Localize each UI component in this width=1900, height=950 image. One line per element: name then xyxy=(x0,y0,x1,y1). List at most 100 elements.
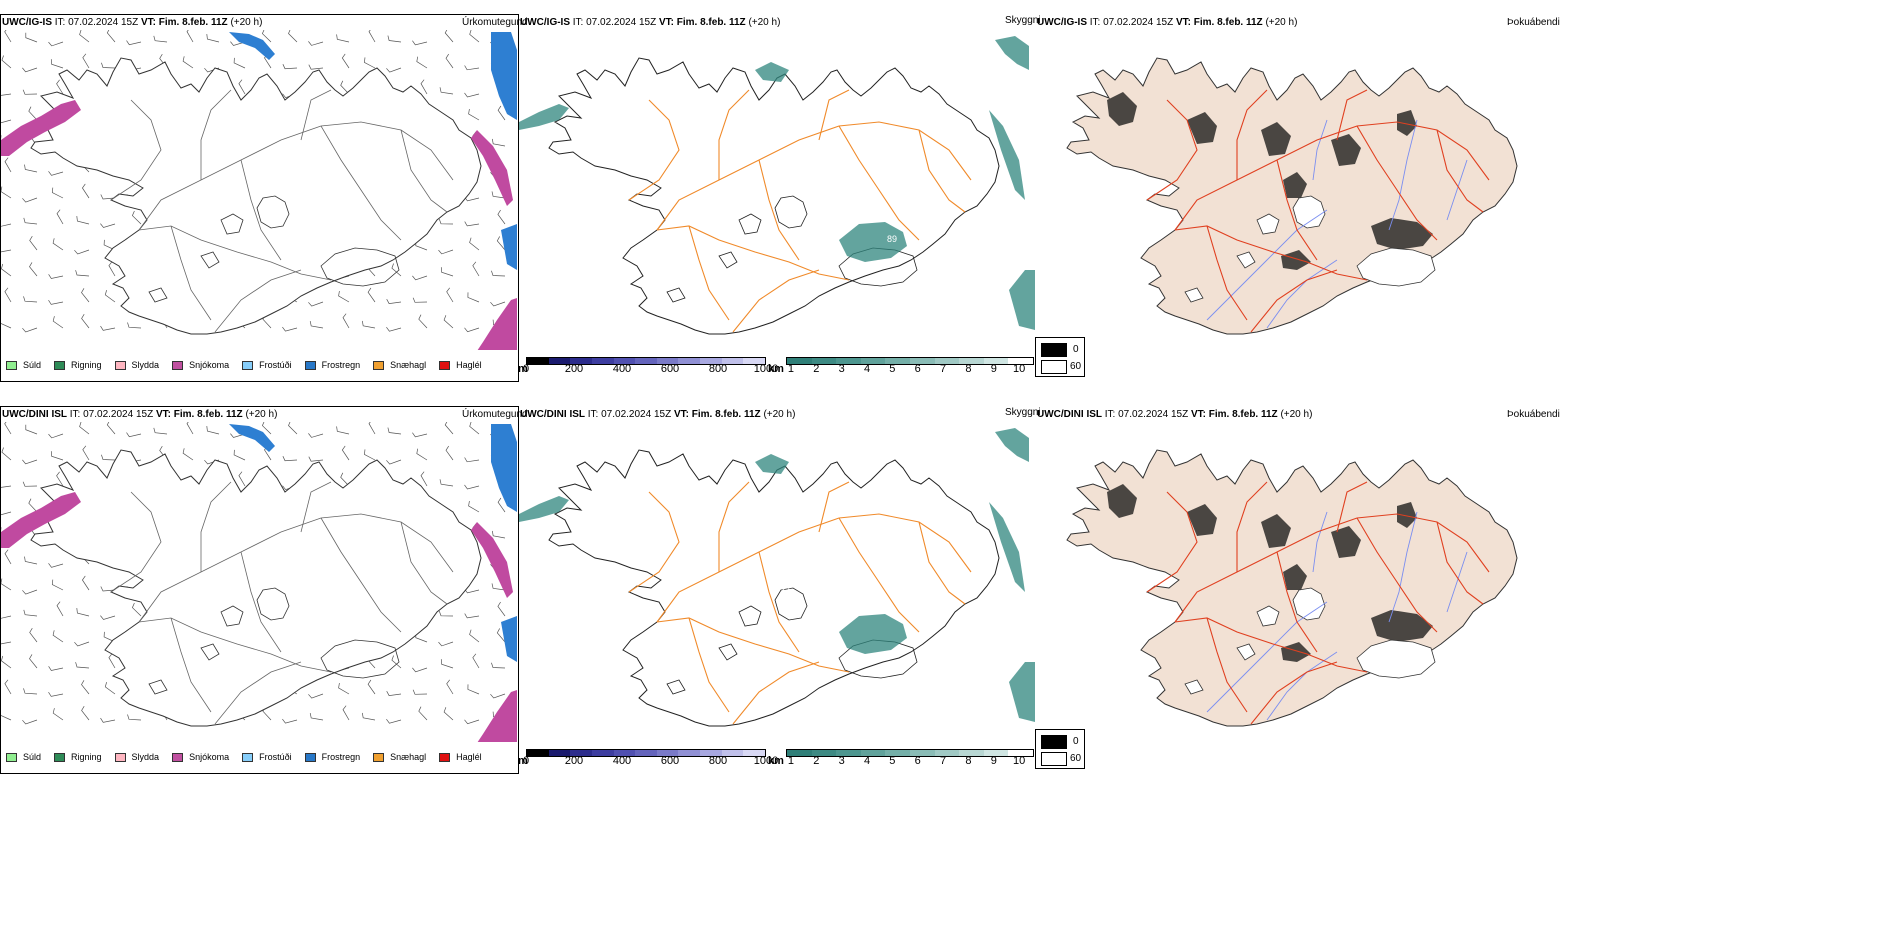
visibility-panel-header: UWC/DINI ISL IT: 07.02.2024 15Z VT: Fim.… xyxy=(520,409,795,421)
visibility-color-step xyxy=(934,358,960,364)
it-label: IT: xyxy=(1089,17,1101,28)
altitude-tick: 400 xyxy=(612,363,632,375)
altitude-color-step xyxy=(721,358,744,364)
fog-key-low-label: 60 xyxy=(1070,361,1082,372)
vt-label: VT: xyxy=(155,409,171,420)
visibility-tick: 9 xyxy=(990,755,997,767)
roads xyxy=(110,89,454,333)
legend-swatch xyxy=(242,752,254,762)
legend-label: Frostregn xyxy=(321,752,361,762)
it-value: 07.02.2024 15Z xyxy=(586,17,657,28)
forecast-row-dini: UWC/DINI ISL IT: 07.02.2024 15Z VT: Fim.… xyxy=(0,392,1900,862)
visibility-colorbar xyxy=(786,357,1034,365)
altitude-color-step xyxy=(721,750,744,756)
freezing-rain-areas xyxy=(229,32,517,270)
legend-item-0: Súld xyxy=(6,360,41,370)
legend-swatch xyxy=(114,360,126,370)
model-name: UWC/IG-IS xyxy=(2,17,52,28)
visibility-tick: 7 xyxy=(940,363,947,375)
legend-label: Snjókoma xyxy=(189,752,230,762)
vt-value: Fim. 8.feb. 11Z xyxy=(1208,409,1278,420)
legend-label: Frostregn xyxy=(321,360,361,370)
visibility-color-step xyxy=(934,750,960,756)
visibility-color-step xyxy=(885,358,910,364)
visibility-color-step xyxy=(787,358,812,364)
iceland-landmass xyxy=(548,57,1000,335)
visibility-color-step xyxy=(811,358,837,364)
precip-panel-header: UWC/IG-IS IT: 07.02.2024 15Z VT: Fim. 8.… xyxy=(2,17,262,29)
altitude-ticks: 0 200 400 600 800 1000 xyxy=(523,363,778,377)
it-value: 07.02.2024 15Z xyxy=(83,409,154,420)
visibility-map: 23 89 xyxy=(519,30,1035,350)
lead-time: (+20 h) xyxy=(1280,409,1313,420)
altitude-tick: 200 xyxy=(564,755,584,767)
legend-label: Snjókoma xyxy=(189,360,230,370)
legend-label: Súld xyxy=(23,752,42,762)
lead-time: (+20 h) xyxy=(245,409,278,420)
altitude-tick: 1000 xyxy=(753,363,779,375)
model-name: UWC/IG-IS xyxy=(1037,17,1087,28)
legend-item-2: Slydda xyxy=(114,752,160,762)
visibility-panel-title: Skyggni xyxy=(1005,407,1041,418)
visibility-panel-title: Skyggni xyxy=(1005,15,1041,26)
it-value: 07.02.2024 15Z xyxy=(68,17,139,28)
freezing-rain-areas xyxy=(229,424,517,662)
visibility-color-step xyxy=(959,750,984,756)
fog-key-high-swatch xyxy=(1041,343,1067,357)
altitude-color-step xyxy=(656,750,679,756)
it-label: IT: xyxy=(587,409,599,420)
altitude-unit: m xyxy=(518,755,528,767)
visibility-value-label: 23 xyxy=(911,210,921,220)
legend-item-7: Haglél xyxy=(439,360,482,370)
altitude-color-step xyxy=(635,750,657,756)
altitude-color-step xyxy=(678,358,701,364)
altitude-color-step xyxy=(570,358,592,364)
it-label: IT: xyxy=(69,409,81,420)
precip-panel-frame xyxy=(0,14,519,382)
roads xyxy=(1146,481,1490,725)
fog-key-high-label: 0 xyxy=(1073,344,1079,355)
legend-swatch xyxy=(6,752,17,762)
fog-key-low-swatch xyxy=(1041,360,1067,374)
legend-item-4: Frostúði xyxy=(242,360,292,370)
fog-dark-areas xyxy=(1107,92,1433,270)
altitude-tick: 200 xyxy=(564,363,584,375)
visibility-tick: 2 xyxy=(813,363,820,375)
visibility-color-step xyxy=(909,750,935,756)
legend-item-7: Haglél xyxy=(439,752,482,762)
lead-time: (+20 h) xyxy=(1265,17,1298,28)
it-value: 07.02.2024 15Z xyxy=(601,409,672,420)
legend-item-1: Rigning xyxy=(54,752,102,762)
glaciers xyxy=(148,195,400,303)
snow-areas xyxy=(1,492,517,742)
roads xyxy=(628,89,972,333)
legend-item-3: Snjókoma xyxy=(172,360,229,370)
visibility-color-step xyxy=(1008,750,1033,756)
legend-label: Haglél xyxy=(456,752,482,762)
legend-swatch xyxy=(439,360,451,370)
visibility-ticks: 1 2 3 4 5 6 7 8 9 10 xyxy=(786,755,1034,769)
rivers xyxy=(1206,511,1468,721)
rivers xyxy=(1206,119,1468,329)
glaciers xyxy=(148,587,400,695)
vt-label: VT: xyxy=(1175,17,1191,28)
legend-label: Frostúði xyxy=(259,752,292,762)
legend-label: Rigning xyxy=(71,752,102,762)
altitude-tick: 400 xyxy=(612,755,632,767)
roads xyxy=(1146,89,1490,333)
fog-panel-title: Þokuábendi xyxy=(1507,17,1560,28)
visibility-color-step xyxy=(860,750,886,756)
glaciers xyxy=(1184,195,1436,303)
legend-item-5: Frostregn xyxy=(304,752,361,762)
legend-swatch xyxy=(6,360,17,370)
legend-item-3: Snjókoma xyxy=(172,752,229,762)
fog-panel-title: Þokuábendi xyxy=(1507,409,1560,420)
altitude-tick: 800 xyxy=(708,755,728,767)
visibility-color-step xyxy=(1008,358,1033,364)
visibility-color-step xyxy=(836,358,861,364)
model-name: UWC/IG-IS xyxy=(520,17,570,28)
altitude-color-step xyxy=(678,750,701,756)
legend-label: Slydda xyxy=(131,752,160,762)
visibility-tick: 8 xyxy=(965,755,972,767)
legend-item-4: Frostúði xyxy=(242,752,292,762)
